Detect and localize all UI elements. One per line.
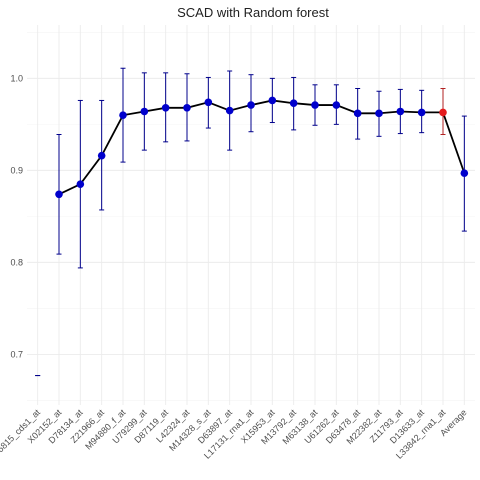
data-point	[375, 110, 383, 118]
data-point	[141, 108, 149, 116]
highlight-data-point	[439, 109, 447, 117]
y-tick-label: 0.9	[10, 165, 23, 175]
data-point	[461, 169, 469, 177]
data-point	[269, 97, 277, 105]
data-point	[77, 180, 85, 188]
y-tick-label: 0.8	[10, 257, 23, 267]
data-point	[205, 98, 213, 106]
chart-title: SCAD with Random forest	[177, 5, 329, 20]
data-point	[418, 109, 426, 117]
data-point	[354, 110, 362, 118]
x-axis: U76815_cds1_atX02152_atD78134_atZ21966_a…	[0, 407, 469, 463]
data-point	[226, 107, 234, 115]
data-point	[397, 108, 405, 116]
data-point	[55, 190, 63, 198]
data-point	[311, 101, 319, 109]
y-axis: 0.7 0.8 0.9 1.0	[10, 73, 23, 359]
data-point	[333, 101, 341, 109]
data-point	[98, 152, 106, 160]
data-point	[290, 99, 298, 107]
y-tick-label: 1.0	[10, 73, 23, 83]
data-point	[162, 104, 170, 112]
data-point	[119, 111, 127, 119]
data-point	[183, 104, 191, 112]
series	[35, 68, 468, 375]
data-point	[247, 101, 255, 109]
y-tick-label: 0.7	[10, 349, 23, 359]
